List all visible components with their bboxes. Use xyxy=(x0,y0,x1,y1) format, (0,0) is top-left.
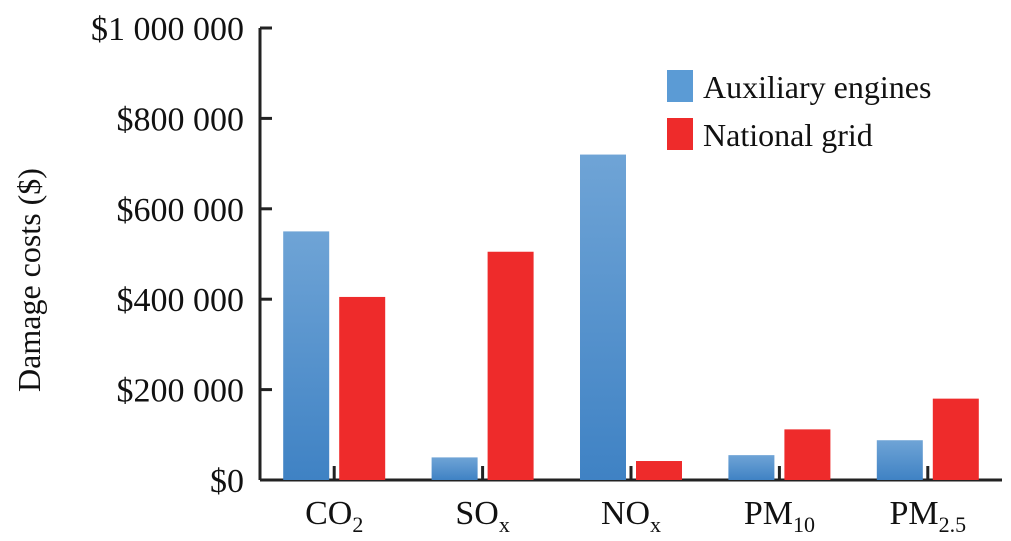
bar-national-grid xyxy=(487,251,534,480)
y-tick-label: $800 000 xyxy=(117,101,245,138)
x-tick-label: PM2.5 xyxy=(889,495,966,537)
x-tick-label-subscript: x xyxy=(650,512,661,537)
x-tick-label-subscript: 10 xyxy=(793,512,815,537)
bar-national-grid xyxy=(932,398,979,480)
x-tick-label: CO2 xyxy=(305,495,363,537)
bar-auxiliary-engines xyxy=(876,440,923,480)
bar-auxiliary-engines xyxy=(431,457,478,480)
x-labels: CO2 SOx NOx PM10 PM2.5 xyxy=(305,495,966,537)
x-tick-label-subscript: 2.5 xyxy=(939,512,967,537)
y-axis-title-group: Damage costs ($) xyxy=(11,168,47,392)
y-ticks: $0 $200 000 $400 000 $600 000 $800 000 $1 000… xyxy=(91,11,272,500)
y-tick-label: $200 000 xyxy=(117,373,245,410)
x-tick-label-subscript: 2 xyxy=(352,512,363,537)
x-tick-label-base: PM xyxy=(889,495,938,532)
legend: Auxiliary engines National grid xyxy=(667,69,931,153)
x-tick-label-base: PM xyxy=(744,495,793,532)
legend-label: National grid xyxy=(703,117,873,153)
x-tick-label-base: NO xyxy=(601,495,650,532)
bar-national-grid xyxy=(339,296,386,480)
x-tick-label-base: CO xyxy=(305,495,352,532)
y-tick-label: $0 xyxy=(210,463,244,500)
x-tick-label-subscript: x xyxy=(499,512,510,537)
bar-national-grid xyxy=(784,429,831,480)
legend-swatch xyxy=(667,118,693,150)
bar-auxiliary-engines xyxy=(283,231,330,480)
y-tick-label: $400 000 xyxy=(117,282,245,319)
x-tick-label: NOx xyxy=(601,495,661,537)
y-tick-label: $600 000 xyxy=(117,192,245,229)
y-axis-title: Damage costs ($) xyxy=(11,168,47,392)
x-tick-label: PM10 xyxy=(744,495,815,537)
bar-auxiliary-engines xyxy=(580,154,626,480)
bars xyxy=(283,154,979,480)
legend-swatch xyxy=(667,70,693,102)
bar-auxiliary-engines xyxy=(728,455,775,480)
x-tick-label-base: SO xyxy=(455,495,498,532)
legend-label: Auxiliary engines xyxy=(703,69,931,105)
y-tick-label: $1 000 000 xyxy=(91,11,244,48)
bar-national-grid xyxy=(636,461,682,480)
x-tick-label: SOx xyxy=(455,495,509,537)
